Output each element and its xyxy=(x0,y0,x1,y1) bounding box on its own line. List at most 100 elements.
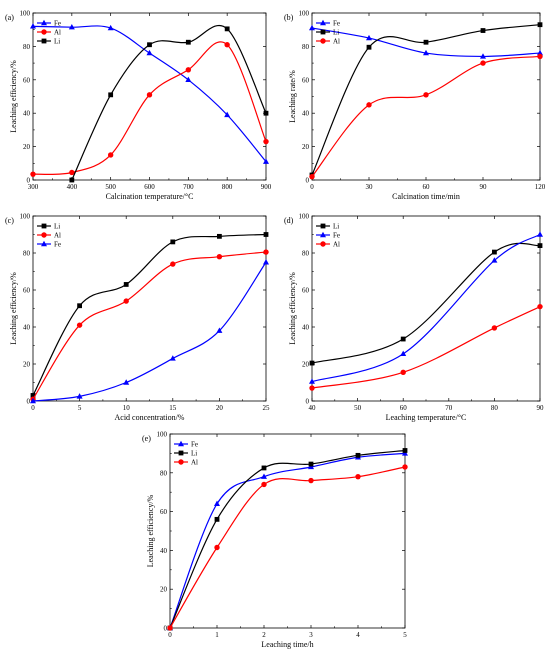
legend-swatch-marker xyxy=(320,19,326,26)
data-point xyxy=(423,49,429,56)
chart-panel-3: 40 50 60 70 80 90 0 20 40 60 80 100 Leaching tempera… xyxy=(284,213,544,423)
y-tick-label: 100 xyxy=(299,10,310,18)
legend-label: Li xyxy=(54,38,60,46)
x-tick-label: 600 xyxy=(144,183,155,191)
series-al xyxy=(309,53,543,180)
data-point xyxy=(30,397,36,404)
data-point xyxy=(123,282,129,287)
data-point xyxy=(402,464,408,470)
legend-swatch-marker xyxy=(178,459,184,465)
y-tick-label: 20 xyxy=(302,361,310,369)
series-al xyxy=(167,464,408,631)
y-tick-label: 40 xyxy=(160,547,168,555)
data-point xyxy=(492,249,497,255)
data-point xyxy=(309,378,315,384)
legend-label: Fe xyxy=(54,20,61,28)
x-tick-label: 0 xyxy=(168,631,172,639)
x-tick-label: 0 xyxy=(310,183,314,191)
y-tick-label: 0 xyxy=(306,398,310,406)
series-fe xyxy=(309,231,543,384)
chart-panel-1: 0 30 60 90 120 0 20 40 60 80 100 Calcination time/m… xyxy=(284,10,546,202)
y-tick-label: 100 xyxy=(157,431,168,439)
x-axis-label: Calcination temperature/°C xyxy=(106,192,194,201)
legend-swatch-marker xyxy=(178,440,184,447)
legend-label: Fe xyxy=(333,20,340,28)
plot-frame xyxy=(311,215,541,402)
data-point xyxy=(185,39,191,45)
x-tick-label: 60 xyxy=(423,183,431,191)
series-line xyxy=(169,466,406,629)
panel-label: (d) xyxy=(284,216,294,225)
x-axis-label: Acid concentration/% xyxy=(115,413,185,422)
legend-label: Fe xyxy=(54,241,61,249)
data-point xyxy=(224,111,231,118)
data-point xyxy=(309,24,315,31)
series-line xyxy=(311,55,541,178)
y-tick-label: 100 xyxy=(20,10,31,18)
legend-swatch-marker xyxy=(41,29,47,35)
x-tick-label: 20 xyxy=(216,404,224,412)
data-point xyxy=(261,465,267,471)
x-axis-label: Leaching temperature/°C xyxy=(386,413,467,422)
data-point xyxy=(400,350,407,357)
data-point xyxy=(76,393,83,399)
data-point xyxy=(491,257,498,263)
x-tick-label: 60 xyxy=(400,404,408,412)
data-point xyxy=(169,355,176,361)
data-point xyxy=(402,448,408,453)
data-point xyxy=(400,336,406,342)
series-line xyxy=(32,251,267,400)
y-tick-label: 0 xyxy=(27,177,31,185)
y-tick-label: 80 xyxy=(302,43,310,51)
data-point xyxy=(30,171,36,177)
legend-swatch-marker xyxy=(178,450,184,456)
y-tick-label: 20 xyxy=(160,586,168,594)
data-point xyxy=(261,481,267,488)
y-tick-label: 40 xyxy=(302,324,310,332)
data-point xyxy=(355,473,361,480)
data-point xyxy=(107,24,114,31)
data-point xyxy=(185,67,192,73)
data-point xyxy=(308,461,314,467)
data-point xyxy=(224,42,230,48)
legend-label: Al xyxy=(333,241,340,249)
x-tick-label: 70 xyxy=(445,404,453,412)
data-point xyxy=(309,385,315,391)
y-tick-label: 20 xyxy=(23,361,31,369)
panel-label: (e) xyxy=(142,434,151,443)
data-point xyxy=(108,92,114,98)
legend-swatch-marker xyxy=(320,29,326,35)
series-line xyxy=(32,261,267,402)
x-tick-label: 5 xyxy=(78,404,82,412)
y-tick-label: 40 xyxy=(302,110,310,118)
legend-swatch-marker xyxy=(320,38,326,44)
series-fe xyxy=(30,259,269,404)
y-tick-label: 60 xyxy=(23,76,31,84)
data-point xyxy=(170,261,176,267)
y-tick-label: 0 xyxy=(306,177,310,185)
x-axis-label: Calcination time/min xyxy=(392,192,460,201)
data-point xyxy=(147,42,152,48)
data-point xyxy=(537,243,543,248)
legend-swatch-marker xyxy=(41,19,47,26)
x-tick-label: 10 xyxy=(123,404,131,412)
legend-swatch-marker xyxy=(320,223,326,229)
data-point xyxy=(480,53,486,59)
data-point xyxy=(146,92,153,98)
data-point xyxy=(261,473,267,479)
legend-swatch-marker xyxy=(320,241,326,247)
panel-label: (a) xyxy=(5,13,14,22)
data-point xyxy=(214,516,220,522)
y-tick-label: 20 xyxy=(302,143,310,151)
legend-label: Li xyxy=(54,223,60,231)
data-point xyxy=(263,259,269,265)
series-line xyxy=(311,306,541,389)
data-point xyxy=(146,49,153,56)
series-li xyxy=(309,242,543,366)
legend-swatch-marker xyxy=(320,231,326,238)
legend-label: Al xyxy=(191,459,198,467)
series-line xyxy=(311,233,541,383)
y-tick-label: 40 xyxy=(23,110,31,118)
legend-swatch-marker xyxy=(41,223,47,229)
